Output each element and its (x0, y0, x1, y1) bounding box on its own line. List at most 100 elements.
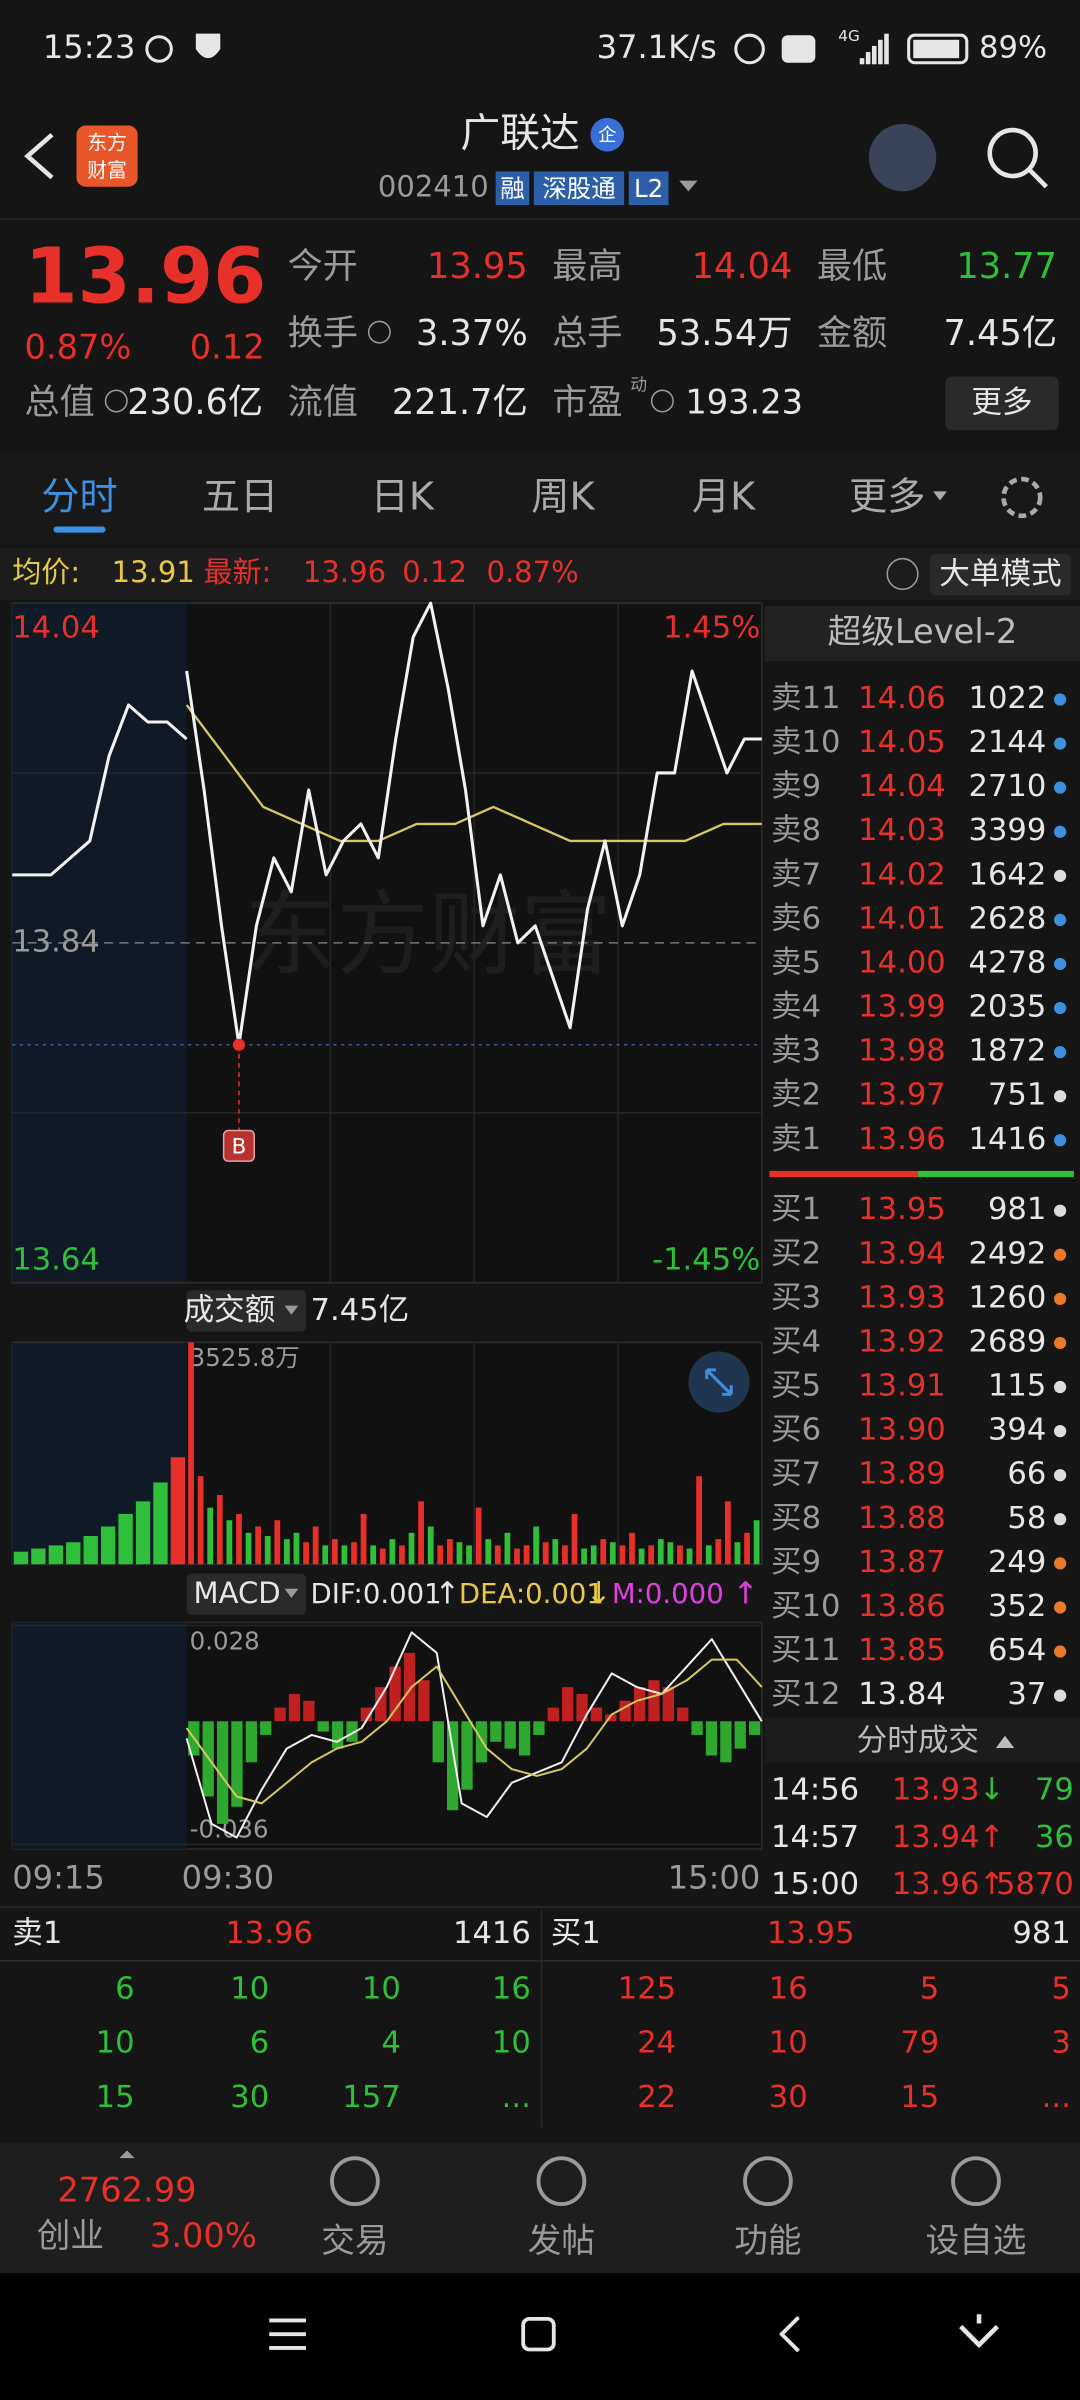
volume-bar (408, 1532, 415, 1565)
book-dot (1053, 1046, 1067, 1059)
more-button[interactable] (945, 376, 1059, 431)
stat-value: 13.77 (956, 246, 1057, 287)
macd-bar (605, 1714, 617, 1722)
macd-bar (331, 1721, 344, 1749)
book-label: 买10 (771, 1589, 841, 1624)
book-label: 卖11 (771, 681, 841, 716)
volume-bar (600, 1539, 607, 1565)
search-button[interactable] (987, 127, 1038, 179)
change-pct: 0.87% (24, 327, 131, 366)
signal-bar (859, 58, 865, 65)
depth-volume: 1416 (453, 1916, 531, 1951)
expand-icon (705, 1368, 733, 1396)
avg-label: 均价: (12, 555, 80, 589)
book-dot (1053, 693, 1067, 706)
depth-cell: 10 (96, 2026, 135, 2061)
depth-cell: 79 (900, 2026, 939, 2061)
home-button[interactable] (521, 2316, 556, 2352)
latest-label: 最新: (203, 555, 271, 589)
badge (590, 117, 625, 152)
indicator-button[interactable] (186, 1573, 306, 1615)
book-volume: 2689 (969, 1324, 1047, 1359)
search-handle (1027, 168, 1048, 189)
volume-bar (514, 1548, 520, 1565)
macd-bar (446, 1721, 459, 1811)
book-label: 买9 (771, 1545, 821, 1580)
volume-bar (590, 1545, 597, 1565)
mode-button[interactable] (930, 554, 1071, 596)
stat-value: 13.95 (427, 246, 528, 287)
book-price: 14.01 (858, 901, 946, 936)
x-tick-label: 15:00 (668, 1859, 761, 1897)
stat-label: 换手 (288, 313, 358, 354)
book-price: 13.99 (858, 990, 946, 1025)
book-price: 14.00 (858, 945, 946, 980)
marker-dot (232, 1038, 246, 1051)
tab[interactable]: 更多 (849, 474, 925, 519)
index-value: 2762.99 (57, 2170, 196, 2209)
volume-bar (399, 1545, 405, 1565)
book-dot (1053, 825, 1067, 838)
tab[interactable]: 周K (531, 474, 595, 519)
book-dot (1053, 957, 1067, 971)
volume-bar (686, 1548, 693, 1565)
depth-label: 卖1 (12, 1916, 62, 1951)
dea-arrow: ↓ (586, 1576, 612, 1611)
volume-bar (715, 1539, 722, 1565)
alarm-icon (145, 35, 173, 63)
nav-item[interactable]: 发帖 (528, 2221, 595, 2260)
book-volume: 654 (988, 1633, 1046, 1668)
depth-cell: 6 (250, 2026, 269, 2061)
volume-bar (351, 1542, 357, 1565)
book-dot (1053, 1248, 1067, 1261)
collapse-icon[interactable] (995, 1735, 1015, 1748)
back-button[interactable] (24, 132, 54, 180)
volume-bar (188, 1342, 194, 1565)
m-label: M:0.000 (612, 1578, 724, 1610)
book-price: 13.86 (858, 1589, 946, 1624)
nav-item[interactable]: 功能 (734, 2221, 801, 2260)
volume-bar (581, 1548, 587, 1565)
price-line (185, 601, 762, 1047)
info-bar (0, 547, 1080, 600)
depth-cell: 5 (920, 1971, 939, 2006)
settings-button[interactable] (1001, 476, 1043, 519)
nav-item[interactable]: 交易 (321, 2221, 388, 2260)
tag (628, 171, 669, 206)
tab[interactable]: 日K (371, 474, 435, 519)
book-price: 14.02 (858, 857, 946, 892)
volume-bar (83, 1535, 98, 1565)
dea-line (185, 1658, 763, 1805)
book-dot (1053, 1204, 1067, 1217)
volume-bar (705, 1545, 712, 1565)
macd-bar (748, 1721, 761, 1735)
macd-bar (734, 1721, 746, 1749)
book-dot (1053, 1292, 1067, 1305)
tab[interactable]: 分时 (41, 474, 117, 519)
depth-cell: 157 (342, 2080, 400, 2115)
back-nav[interactable] (778, 2315, 800, 2353)
book-volume: 2628 (969, 901, 1047, 936)
tag (533, 171, 625, 206)
volume-bar (135, 1501, 151, 1565)
avatar[interactable] (868, 123, 937, 192)
volume-bar (552, 1539, 559, 1565)
stat-label: 总手 (552, 313, 622, 354)
depth-label: 买1 (551, 1916, 601, 1951)
volume-bar (619, 1545, 626, 1565)
indicator-button[interactable] (186, 1290, 306, 1332)
tab[interactable]: 月K (692, 474, 756, 519)
x-tick-label: 09:15 (12, 1859, 105, 1897)
y-tick-label: 0.028 (190, 1626, 260, 1655)
nav-item[interactable]: 设自选 (925, 2221, 1026, 2260)
macd-bar (518, 1721, 531, 1756)
tab[interactable]: 五日 (202, 474, 278, 519)
volume-bar (648, 1545, 655, 1565)
volume-bar (696, 1476, 702, 1565)
stat-value: 3.37% (416, 313, 528, 354)
y-tick-label: -0.036 (190, 1815, 269, 1844)
last-price: 13.96 (24, 233, 266, 322)
book-dot (1053, 1513, 1067, 1526)
